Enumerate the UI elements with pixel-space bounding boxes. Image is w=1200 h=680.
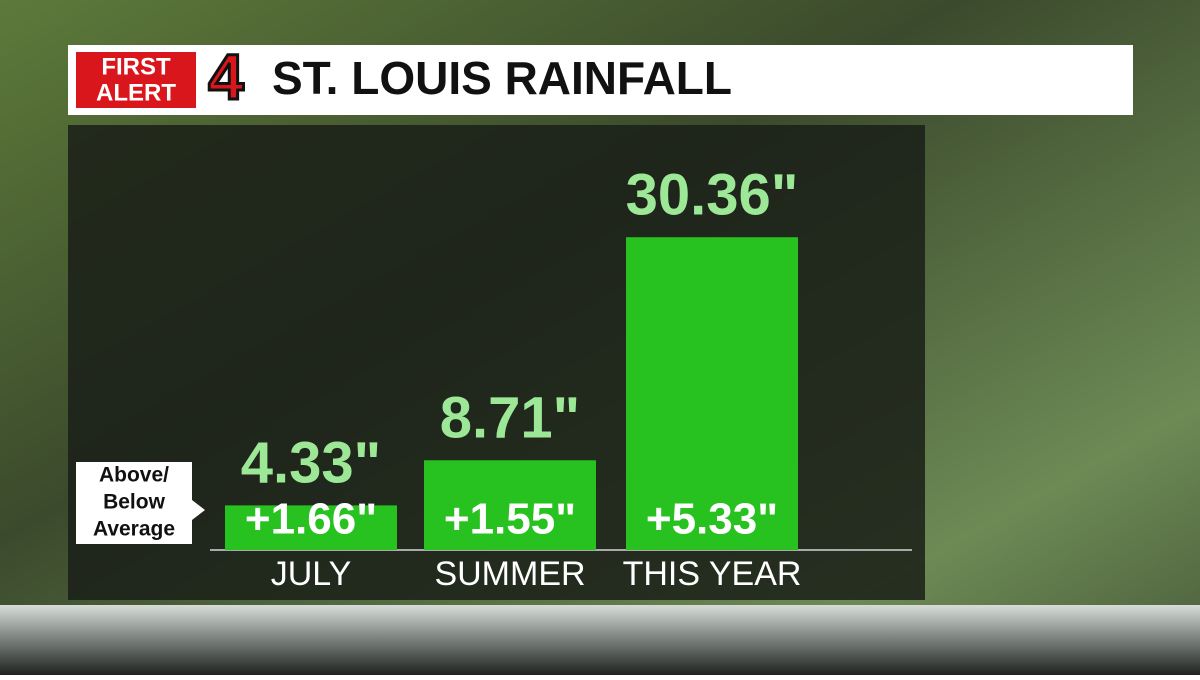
ledge xyxy=(0,605,1200,675)
value-label: 8.71" xyxy=(440,386,580,451)
bar xyxy=(424,460,596,550)
anomaly-legend-label: Above/ xyxy=(99,464,169,487)
bar xyxy=(225,505,397,550)
anomaly-label: +5.33" xyxy=(646,495,778,544)
chart-title: ST. LOUIS RAINFALL xyxy=(272,52,732,104)
anomaly-label: +1.66" xyxy=(245,495,377,544)
value-label: 30.36" xyxy=(626,163,799,228)
anomaly-legend-box xyxy=(76,462,192,544)
value-label: 4.33" xyxy=(241,431,381,496)
logo-box xyxy=(76,52,196,108)
anomaly-legend-label: Below xyxy=(103,491,166,514)
bar xyxy=(626,237,798,550)
legend-pointer xyxy=(192,500,205,520)
x-tick-label: JULY xyxy=(271,555,352,593)
logo-text: FIRST xyxy=(101,53,171,80)
x-tick-label: THIS YEAR xyxy=(623,555,802,593)
anomaly-label: +1.55" xyxy=(444,495,576,544)
logo-number: 4 xyxy=(208,41,244,113)
x-tick-label: SUMMER xyxy=(434,555,585,593)
logo-text: ALERT xyxy=(96,79,176,106)
title-bar xyxy=(68,45,1133,115)
anomaly-legend-label: Average xyxy=(93,518,175,541)
